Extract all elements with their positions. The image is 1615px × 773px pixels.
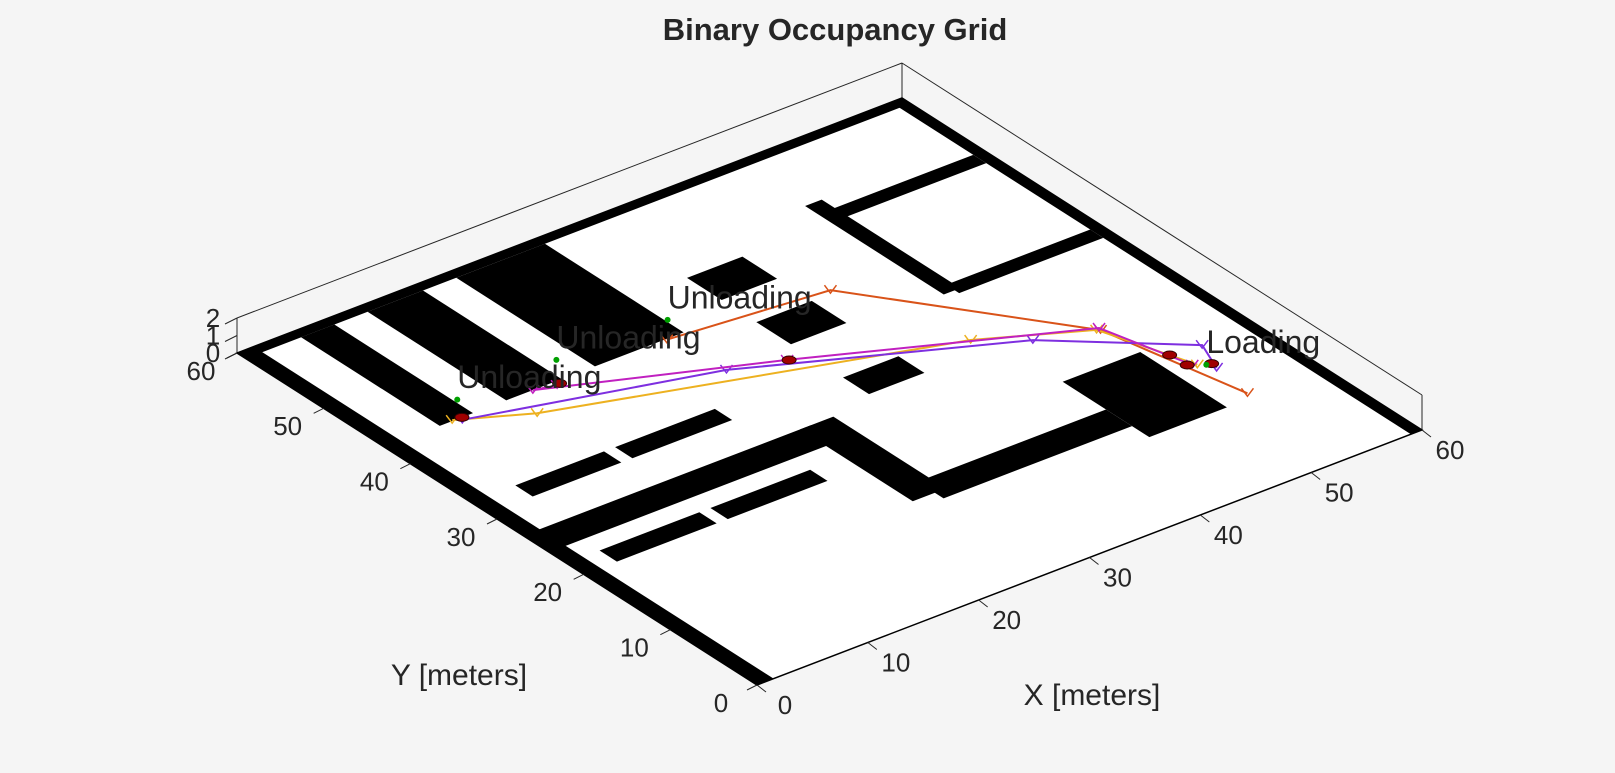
station-label: Loading — [1206, 324, 1320, 360]
obstacle — [367, 290, 562, 401]
x-tick — [978, 599, 988, 608]
waypoint-marker — [964, 334, 978, 345]
z-tick-label: 1 — [206, 320, 220, 350]
robot — [454, 412, 470, 422]
obstacle — [829, 154, 987, 219]
y-tick — [746, 684, 758, 691]
obstacle — [515, 451, 622, 497]
robot — [781, 355, 797, 365]
x-tick — [1089, 557, 1099, 565]
waypoint-marker — [526, 384, 540, 395]
obstacle — [946, 229, 1104, 294]
obstacle — [687, 256, 778, 300]
y-tick — [573, 573, 584, 580]
waypoint-marker — [1026, 334, 1040, 345]
obstacle — [1062, 352, 1227, 438]
z-tick — [224, 317, 238, 325]
station-marker — [664, 316, 671, 323]
station-marker — [553, 356, 560, 363]
obstacle — [890, 98, 1422, 435]
obstacle — [843, 356, 925, 395]
obstacle — [456, 243, 684, 367]
station-label: Unloading — [668, 279, 812, 315]
x-tick — [1421, 429, 1432, 438]
box-edge — [236, 62, 903, 319]
y-tick-label: 60 — [187, 356, 216, 386]
z-tick — [224, 335, 238, 342]
obstacle — [237, 346, 774, 685]
path-line — [666, 289, 1248, 395]
y-axis-label: Y [meters] — [391, 659, 527, 692]
y-tick-label: 40 — [360, 467, 389, 497]
station-marker — [454, 396, 461, 403]
y-tick — [400, 463, 411, 470]
y-tick — [660, 629, 671, 636]
robot — [552, 378, 568, 388]
obstacle — [710, 469, 828, 520]
waypoint-marker — [1195, 339, 1209, 350]
x-tick-label: 60 — [1436, 435, 1465, 465]
robot — [1162, 350, 1178, 360]
obstacle — [805, 199, 961, 295]
x-tick — [1310, 472, 1321, 480]
y-tick — [486, 518, 498, 525]
x-tick-label: 50 — [1325, 477, 1354, 507]
y-tick-label: 20 — [533, 577, 562, 607]
obstacle — [917, 409, 1132, 499]
waypoint-marker — [1092, 322, 1106, 333]
waypoint-marker — [1240, 387, 1255, 398]
station-marker — [1203, 361, 1210, 368]
obstacle — [237, 98, 911, 359]
y-tick-label: 0 — [714, 688, 728, 718]
waypoint-marker — [660, 334, 674, 344]
obstacle — [800, 416, 946, 502]
box-edge — [901, 62, 1423, 396]
obstacle — [599, 512, 717, 562]
robot — [1179, 360, 1195, 370]
path-line — [452, 328, 1198, 422]
path-line — [462, 339, 1218, 421]
chart-title: Binary Occupancy Grid — [663, 12, 1008, 47]
x-tick-label: 10 — [881, 647, 910, 677]
x-tick — [867, 642, 878, 650]
x-tick — [1200, 514, 1210, 523]
x-tick-label: 20 — [992, 605, 1021, 635]
waypoint-marker — [1190, 359, 1204, 369]
x-tick-label: 40 — [1214, 520, 1243, 550]
z-tick — [224, 352, 238, 360]
station-label: Unloading — [457, 359, 601, 395]
x-axis-label: X [meters] — [1024, 679, 1161, 712]
x-tick-label: 0 — [778, 690, 792, 720]
y-tick-label: 30 — [447, 522, 476, 552]
waypoint-marker — [1089, 324, 1104, 335]
waypoint-marker — [823, 284, 838, 295]
obstacle — [615, 408, 733, 459]
z-tick-label: 2 — [206, 303, 220, 333]
z-tick-label: 0 — [206, 338, 220, 368]
x-tick-label: 30 — [1103, 562, 1132, 592]
waypoint-marker — [530, 407, 544, 418]
y-tick — [313, 407, 324, 414]
station-label: Unloading — [556, 319, 700, 355]
obstacle — [301, 324, 473, 426]
x-tick — [756, 684, 767, 693]
obstacle — [534, 425, 838, 548]
axes-box — [236, 62, 1423, 430]
obstacle — [756, 300, 847, 345]
y-tick-label: 50 — [273, 411, 302, 441]
y-tick-label: 10 — [620, 633, 649, 663]
